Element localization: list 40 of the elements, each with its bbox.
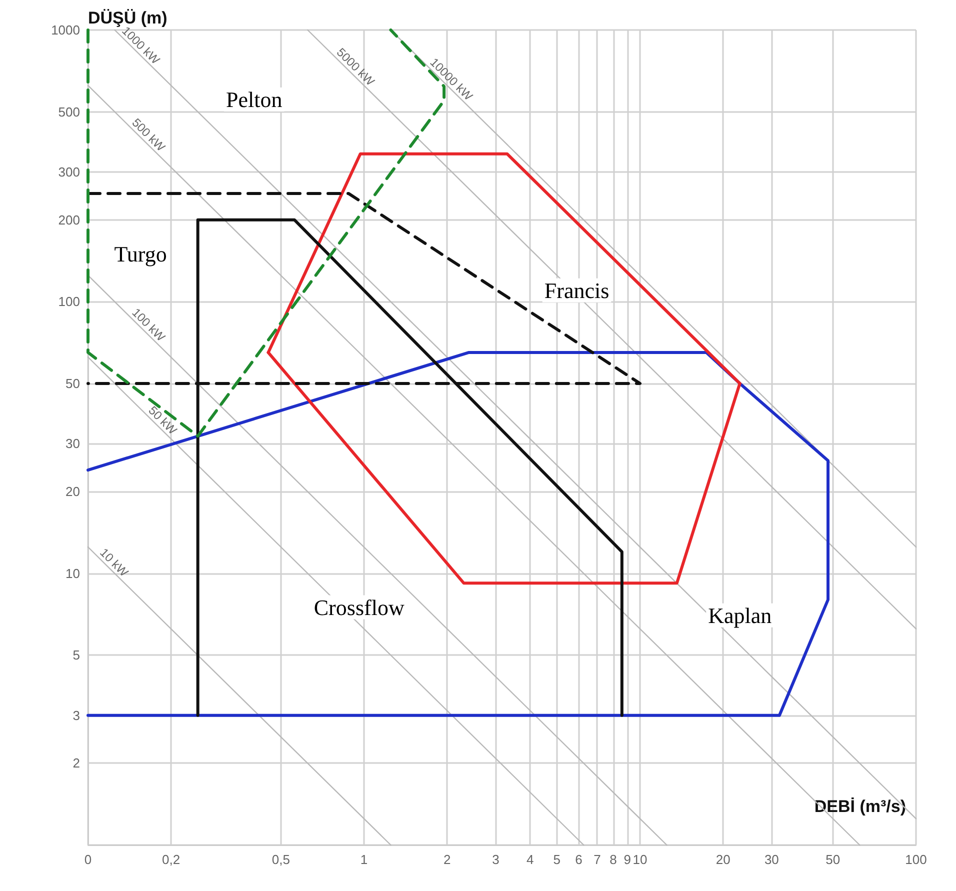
text: 500 kW xyxy=(129,116,168,155)
y-tick-label: 20 xyxy=(66,484,80,500)
x-tick-label: 20 xyxy=(716,852,730,867)
x-tick-label: 9 xyxy=(624,852,631,867)
y-tick-label: 30 xyxy=(66,436,80,452)
x-axis-title: DEBİ (m³/s) xyxy=(814,797,906,816)
x-tick-label: 0,2 xyxy=(162,852,180,867)
annotation: Francis xyxy=(544,278,610,303)
text: 100 kW xyxy=(129,305,168,345)
y-axis-title: DÜŞÜ (m) xyxy=(88,8,168,28)
x-tick-label: 0,5 xyxy=(272,852,290,867)
x-tick-label: 1 xyxy=(360,852,368,867)
y-tick-label: 1000 xyxy=(51,22,80,38)
y-tick-label: 100 xyxy=(58,294,80,310)
annotation: Turgo xyxy=(114,241,167,266)
y-tick-label: 3 xyxy=(72,708,80,723)
x-tick-label: 8 xyxy=(610,852,617,867)
annotation: Pelton xyxy=(226,86,282,112)
x-tick-label: 100 xyxy=(905,852,927,867)
y-tick-label: 500 xyxy=(58,104,80,120)
x-tick-label: 7 xyxy=(594,852,601,867)
y-tick-label: 200 xyxy=(58,212,80,228)
y-tick-label: 2 xyxy=(72,756,80,771)
y-tick-label: 10 xyxy=(66,566,80,581)
x-tick-label: 2 xyxy=(443,852,451,867)
annotation: Kaplan xyxy=(708,602,772,628)
x-tick-label: 6 xyxy=(575,852,582,867)
text: 10 kW xyxy=(97,546,132,580)
x-tick-label: 10 xyxy=(632,852,648,867)
y-tick-label: 50 xyxy=(66,376,80,391)
x-tick-label: 3 xyxy=(492,852,500,867)
text: 50 kW xyxy=(146,403,180,438)
y-tick-label: 5 xyxy=(72,648,80,663)
x-tick-label: 0 xyxy=(84,852,92,867)
x-tick-label: 4 xyxy=(526,852,534,867)
x-tick-label: 30 xyxy=(764,852,779,867)
x-tick-label: 5 xyxy=(553,852,561,867)
y-tick-label: 300 xyxy=(58,164,80,180)
annotation: Crossflow xyxy=(314,594,404,620)
x-tick-label: 50 xyxy=(826,852,840,867)
